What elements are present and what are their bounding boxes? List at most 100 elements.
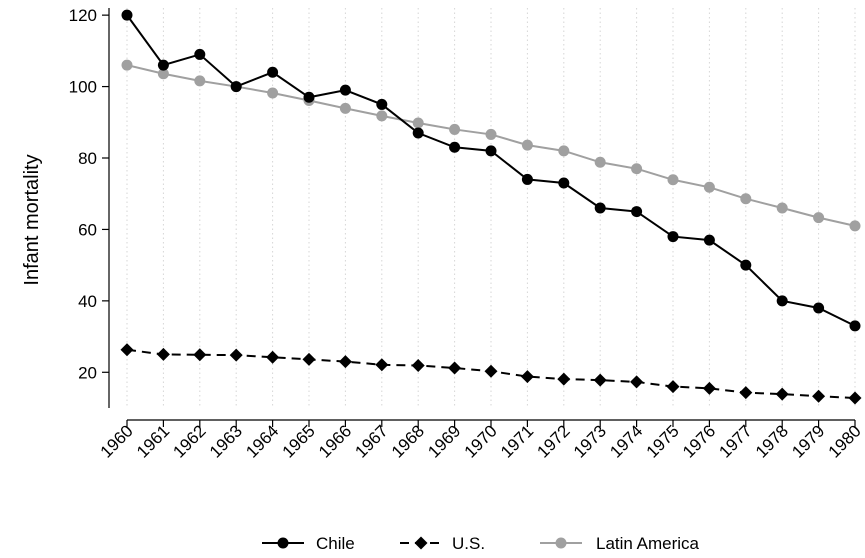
x-tick-label: 1966 xyxy=(315,421,355,461)
x-tick-label: 1969 xyxy=(424,421,464,461)
legend-label: Chile xyxy=(316,534,355,553)
data-point xyxy=(303,91,315,103)
series-chile xyxy=(121,9,861,332)
x-tick-label: 1967 xyxy=(351,421,391,461)
data-point xyxy=(631,206,643,218)
data-point xyxy=(156,347,170,361)
legend-marker xyxy=(277,537,289,549)
data-point xyxy=(448,361,462,375)
data-point xyxy=(666,380,680,394)
series-latin-america xyxy=(121,59,861,232)
data-point xyxy=(703,234,715,246)
data-point xyxy=(557,372,571,386)
y-tick-label: 40 xyxy=(78,292,97,311)
data-point xyxy=(449,141,461,153)
x-tick-label: 1976 xyxy=(679,421,719,461)
y-tick-label: 120 xyxy=(69,6,97,25)
legend-marker xyxy=(555,537,567,549)
data-point xyxy=(813,212,825,224)
data-point xyxy=(339,102,351,114)
legend-item: Latin America xyxy=(540,534,700,553)
data-point xyxy=(194,48,206,60)
axes xyxy=(108,8,855,421)
data-point xyxy=(849,320,861,332)
data-point xyxy=(594,202,606,214)
data-point xyxy=(120,343,134,357)
x-tick-label: 1978 xyxy=(752,421,792,461)
x-ticks: 1960196119621963196419651966196719681969… xyxy=(97,420,865,462)
y-tick-label: 60 xyxy=(78,220,97,239)
data-point xyxy=(267,87,279,99)
data-point xyxy=(485,128,497,140)
data-point xyxy=(667,174,679,186)
data-point xyxy=(302,352,316,366)
legend-item: U.S. xyxy=(400,534,485,553)
x-tick-label: 1960 xyxy=(97,421,137,461)
legend-marker xyxy=(414,536,428,550)
data-point xyxy=(121,59,133,71)
series-layer xyxy=(120,9,862,405)
data-point xyxy=(485,145,497,157)
legend-label: U.S. xyxy=(452,534,485,553)
legend-item: Chile xyxy=(262,534,355,553)
data-point xyxy=(740,193,752,205)
data-point xyxy=(520,370,534,384)
y-tick-label: 20 xyxy=(78,363,97,382)
vertical-grid xyxy=(126,8,856,408)
x-tick-label: 1972 xyxy=(533,421,573,461)
x-tick-label: 1965 xyxy=(279,421,319,461)
data-point xyxy=(375,358,389,372)
data-point xyxy=(594,156,606,168)
data-point xyxy=(849,220,861,232)
data-point xyxy=(230,81,242,93)
data-point xyxy=(667,231,679,243)
data-point xyxy=(121,9,133,21)
data-point xyxy=(339,84,351,96)
legend-label: Latin America xyxy=(596,534,700,553)
x-tick-label: 1964 xyxy=(242,421,282,461)
data-point xyxy=(558,177,570,189)
data-point xyxy=(338,355,352,369)
x-tick-label: 1961 xyxy=(133,421,173,461)
data-point xyxy=(484,364,498,378)
data-point xyxy=(813,302,825,314)
data-point xyxy=(558,145,570,157)
data-point xyxy=(266,350,280,364)
series-u-s xyxy=(120,343,862,405)
data-point xyxy=(157,68,169,80)
data-point xyxy=(157,59,169,71)
x-tick-label: 1980 xyxy=(825,421,865,461)
data-point xyxy=(776,202,788,214)
data-point xyxy=(194,75,206,87)
data-point xyxy=(812,389,826,403)
y-tick-label: 80 xyxy=(78,149,97,168)
x-tick-label: 1973 xyxy=(570,421,610,461)
x-tick-label: 1975 xyxy=(643,421,683,461)
data-point xyxy=(740,259,752,271)
x-tick-label: 1979 xyxy=(788,421,828,461)
data-point xyxy=(376,98,388,110)
data-point xyxy=(411,359,425,372)
data-point xyxy=(631,163,643,175)
x-tick-label: 1974 xyxy=(606,421,646,461)
x-tick-label: 1968 xyxy=(388,421,428,461)
y-ticks: 20 40 60 80 100 120 xyxy=(69,6,109,382)
y-tick-label: 100 xyxy=(69,78,97,97)
data-point xyxy=(702,381,716,395)
x-tick-label: 1963 xyxy=(206,421,246,461)
x-tick-label: 1970 xyxy=(461,421,501,461)
legend: Chile U.S. Latin America xyxy=(262,534,700,553)
x-tick-label: 1977 xyxy=(715,421,755,461)
data-point xyxy=(521,173,533,185)
data-point xyxy=(193,348,207,362)
x-tick-label: 1962 xyxy=(169,421,209,461)
data-point xyxy=(229,348,243,362)
data-point xyxy=(630,375,644,389)
data-point xyxy=(739,386,753,400)
data-point xyxy=(848,391,862,405)
data-point xyxy=(267,66,279,78)
data-point xyxy=(449,123,461,135)
data-point xyxy=(412,117,424,129)
x-tick-label: 1971 xyxy=(497,421,537,461)
